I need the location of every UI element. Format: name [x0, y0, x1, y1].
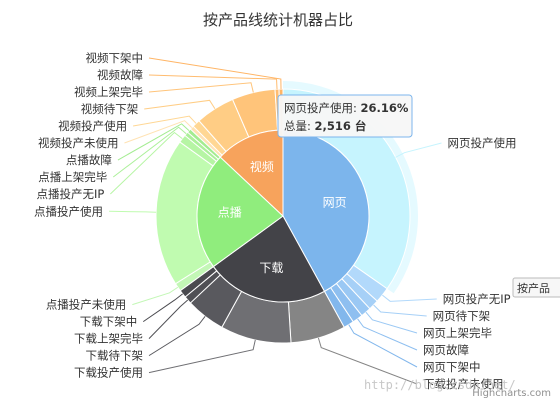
context-menu-button[interactable]: 按产品 [512, 277, 560, 298]
connector-line [357, 318, 418, 351]
connector-line [395, 142, 442, 158]
outer-label: 下载投产使用 [74, 366, 143, 380]
connector-line [148, 82, 254, 93]
inner-label: 网页 [323, 196, 347, 210]
connector-line [148, 74, 278, 90]
tooltip-line2-value: 2,516 台 [315, 119, 367, 133]
connector-line [109, 210, 157, 213]
context-menu-box [512, 277, 560, 298]
outer-label: 网页上架完毕 [423, 326, 492, 340]
outer-label: 网页待下架 [433, 309, 491, 323]
label-connectors [109, 57, 442, 385]
inner-slice-1[interactable] [212, 215, 326, 303]
outer-label: 网页故障 [423, 343, 469, 357]
connector-line [112, 126, 187, 178]
connector-line [148, 299, 189, 339]
connector-line [148, 57, 282, 90]
inner-label: 下载 [259, 261, 283, 275]
tooltip-line2: 总量: 2,516 台 [284, 119, 366, 133]
outer-label: 点播故障 [66, 153, 112, 167]
outer-label: 视频投产未使用 [38, 136, 119, 150]
outer-label: 下载投产未使用 [423, 377, 504, 391]
outer-label: 视频投产使用 [58, 119, 127, 133]
inner-label: 视频 [250, 159, 274, 174]
outer-label: 下载下架中 [80, 315, 138, 329]
connector-line [382, 294, 437, 302]
outer-label: 点播上架完毕 [38, 170, 107, 184]
connector-line [348, 324, 418, 368]
tooltip-line1-label: 网页投产使用: [284, 101, 361, 115]
inner-ring [196, 129, 370, 303]
tooltip-box [277, 94, 413, 138]
outer-label: 视频下架中 [86, 51, 144, 65]
connector-line [365, 311, 418, 334]
credits-link[interactable]: Highcharts.com [472, 388, 551, 399]
outer-label: 点播投产无IP [37, 187, 105, 201]
tooltip-line1-value: 26.16% [361, 101, 409, 115]
connector-line [148, 339, 256, 374]
connector-line [148, 316, 206, 357]
chart-title: 按产品线统计机器占比 [203, 11, 353, 29]
outer-label: 视频待下架 [81, 102, 139, 116]
tooltip-line1: 网页投产使用: 26.16% [284, 101, 409, 115]
outer-label: 网页投产使用 [448, 136, 517, 150]
inner-label: 点播 [218, 206, 242, 220]
outer-label: 视频上架完毕 [74, 85, 143, 99]
tooltip: 网页投产使用: 26.16% 总量: 2,516 台 [277, 94, 413, 138]
connector-line [133, 115, 197, 127]
connector-line [117, 123, 190, 161]
watermark: http://blog.csdn.net/ [364, 378, 516, 392]
connector-line [317, 337, 418, 385]
connector-line [132, 286, 179, 306]
outer-label: 下载待下架 [86, 349, 144, 363]
connector-line [110, 131, 183, 195]
outer-ring [155, 88, 411, 344]
connector-line [142, 293, 183, 323]
outer-label: 点播投产使用 [34, 204, 103, 218]
connector-line [144, 99, 216, 110]
tooltip-line2-label: 总量: [284, 119, 315, 133]
outer-label: 下载上架完毕 [74, 332, 143, 346]
connector-line [373, 304, 427, 317]
outer-label: 视频故障 [97, 68, 143, 82]
outer-label: 网页投产无IP [443, 292, 511, 306]
inner-slice-2[interactable] [196, 156, 284, 268]
outer-label: 网页下架中 [423, 360, 481, 374]
outer-label: 点播投产未使用 [46, 298, 127, 312]
connector-line [124, 120, 193, 144]
context-menu-label: 按产品 [517, 281, 550, 295]
